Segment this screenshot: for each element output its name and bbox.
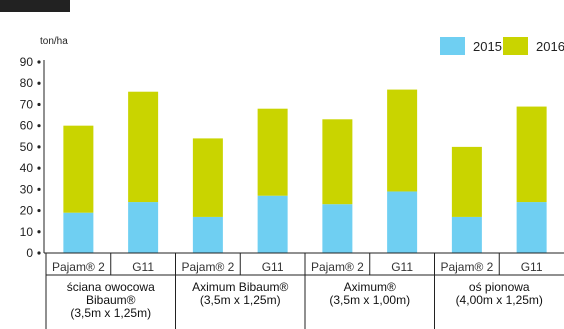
y-tick-label: 30 [20, 182, 34, 196]
group-label: ściana owocowa [67, 280, 155, 294]
bar-segment-2015 [451, 216, 482, 253]
bar-segment-2016 [128, 91, 159, 203]
bar-segment-2015 [192, 216, 223, 253]
header-decoration [0, 0, 70, 12]
category-label: G11 [262, 260, 284, 274]
y-tick-dot [37, 60, 41, 64]
bar-segment-2016 [451, 146, 482, 217]
bar-segment-2015 [387, 191, 418, 253]
bar-segment-2016 [516, 106, 547, 203]
bar-segment-2016 [322, 119, 353, 205]
y-tick-label: 50 [20, 140, 34, 154]
group-label: Aximum Bibaum® [192, 280, 288, 294]
y-tick-label: 70 [20, 97, 34, 111]
y-tick-label: 20 [20, 204, 34, 218]
y-tick-label: 10 [20, 225, 34, 239]
category-label: Pajam® 2 [52, 260, 105, 274]
bar-segment-2015 [257, 195, 288, 253]
y-tick-dot [37, 81, 41, 85]
group-label: (3,5m x 1,25m) [70, 306, 151, 320]
y-tick-dot [37, 208, 41, 213]
category-label: G11 [391, 260, 413, 274]
category-label: Pajam® 2 [311, 260, 364, 274]
group-label: Bibaum® [86, 293, 136, 307]
y-tick-label: 90 [20, 55, 34, 69]
category-label: G11 [132, 260, 154, 274]
legend-label-2015: 2015 [473, 38, 502, 54]
y-tick-label: 60 [20, 119, 34, 133]
bar-segment-2015 [63, 212, 94, 253]
legend-item-2016: 2016 [503, 37, 564, 55]
y-axis-unit-label: ton/ha [40, 36, 68, 47]
bar-segment-2015 [322, 204, 353, 253]
y-tick-dot [37, 230, 41, 234]
category-label: Pajam® 2 [440, 260, 493, 274]
bar-segment-2016 [387, 89, 418, 192]
bar-segment-2015 [516, 202, 547, 253]
y-tick-dot [37, 187, 41, 191]
y-tick-label: 0 [26, 246, 33, 260]
y-tick-label: 40 [20, 161, 34, 175]
legend-swatch-2015 [440, 37, 465, 55]
y-tick-label: 80 [20, 76, 34, 90]
legend-label-2016: 2016 [536, 38, 564, 54]
bar-segment-2016 [192, 138, 223, 217]
y-tick-dot [37, 124, 41, 128]
legend-swatch-2016 [503, 37, 528, 55]
group-label: (3,5m x 1,00m) [329, 293, 410, 307]
y-tick-dot [37, 102, 41, 107]
group-label: oś pionowa [469, 280, 530, 294]
category-label: Pajam® 2 [181, 260, 234, 274]
bar-segment-2015 [128, 202, 159, 253]
bar-segment-2016 [63, 125, 94, 213]
y-tick-dot [37, 251, 41, 255]
y-tick-dot [37, 166, 41, 170]
group-label: Aximum® [344, 280, 396, 294]
group-label: (3,5m x 1,25m) [200, 293, 281, 307]
legend-item-2015: 2015 [440, 37, 502, 55]
group-label: (4,00m x 1,25m) [456, 293, 543, 307]
y-tick-dot [37, 145, 41, 149]
category-label: G11 [521, 260, 543, 274]
bar-segment-2016 [257, 108, 288, 196]
